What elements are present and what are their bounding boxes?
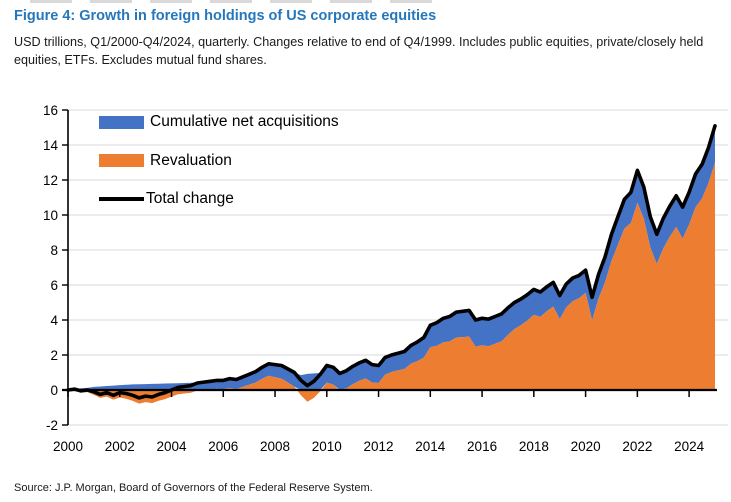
x-axis-label: 2012 [364, 439, 394, 454]
acquisitions-swatch [99, 115, 144, 129]
x-axis-label: 2004 [156, 439, 187, 454]
x-axis-label: 2006 [208, 439, 238, 454]
chart-legend: Cumulative net acquisitions Revaluation … [99, 107, 339, 223]
x-axis-label: 2016 [467, 439, 497, 454]
x-axis-label: 2000 [53, 439, 83, 454]
source-note: Source: J.P. Morgan, Board of Governors … [14, 482, 373, 494]
revaluation-swatch [99, 154, 144, 167]
x-axis-label: 2008 [260, 439, 290, 454]
revaluation-area [68, 162, 715, 404]
x-axis-label: 2018 [519, 439, 549, 454]
y-axis-label: 2 [50, 348, 58, 363]
y-axis-label: 10 [43, 208, 58, 223]
legend-label: Cumulative net acquisitions [150, 113, 339, 130]
y-axis-label: 0 [50, 383, 58, 398]
y-axis-label: -2 [46, 418, 58, 433]
y-axis-label: 12 [43, 173, 58, 188]
legend-item-total-change: Total change [99, 184, 339, 214]
x-axis-label: 2010 [312, 439, 342, 454]
y-axis-label: 16 [43, 103, 58, 118]
x-axis-label: 2002 [105, 439, 135, 454]
y-axis-label: 8 [50, 243, 58, 258]
x-axis-label: 2024 [674, 439, 705, 454]
x-axis: 2000 2002 2004 2006 2008 2010 2012 2014 2016 2018… [53, 388, 717, 454]
y-axis: 16 14 12 10 8 6 4 2 0 -2 [43, 103, 69, 433]
page-top-divider [30, 0, 445, 3]
legend-item-revaluation: Revaluation [99, 146, 339, 176]
x-axis-label: 2020 [571, 439, 601, 454]
total-change-line [66, 124, 717, 400]
total-change-swatch [99, 197, 144, 201]
legend-label: Total change [146, 190, 234, 207]
x-axis-label: 2022 [622, 439, 652, 454]
y-axis-label: 4 [50, 313, 58, 328]
y-axis-label: 6 [50, 278, 58, 293]
figure-subtitle: USD trillions, Q1/2000-Q4/2024, quarterl… [14, 35, 704, 67]
legend-label: Revaluation [150, 151, 232, 169]
legend-item-acquisitions: Cumulative net acquisitions [99, 107, 339, 137]
figure-title: Figure 4: Growth in foreign holdings of … [14, 8, 437, 24]
y-axis-label: 14 [43, 138, 59, 153]
x-axis-label: 2014 [415, 439, 446, 454]
